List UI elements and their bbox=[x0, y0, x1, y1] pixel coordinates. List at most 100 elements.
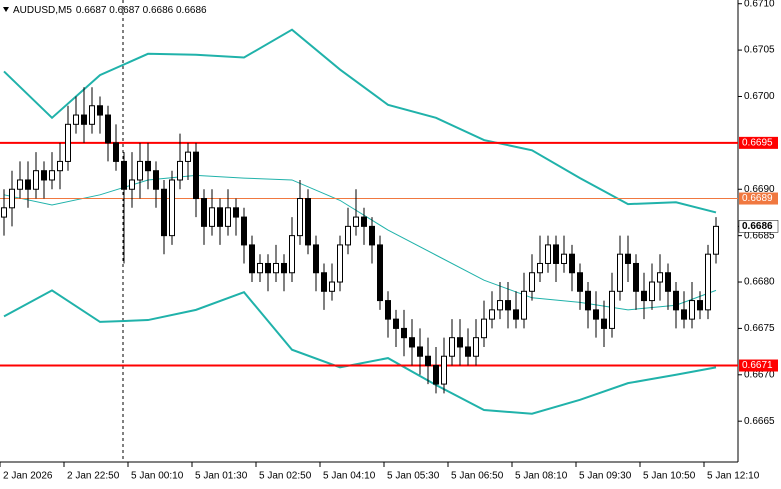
candle-body bbox=[97, 105, 103, 116]
candle-body bbox=[473, 337, 479, 357]
candle-body bbox=[505, 300, 511, 311]
y-tick-label: 0.6710 bbox=[744, 0, 775, 9]
candle-body bbox=[577, 272, 583, 292]
candle-body bbox=[281, 262, 287, 274]
candle-body bbox=[249, 244, 255, 274]
candle-body bbox=[137, 160, 143, 181]
candle-body bbox=[553, 244, 559, 264]
candle-body bbox=[9, 188, 15, 209]
candle-body bbox=[209, 207, 215, 227]
candle-body bbox=[609, 290, 615, 329]
y-tick-label: 0.6705 bbox=[744, 45, 775, 56]
candle-body bbox=[57, 160, 63, 172]
candle-body bbox=[537, 262, 543, 274]
candle-body bbox=[185, 151, 191, 162]
candle-body bbox=[289, 235, 295, 274]
candle-body bbox=[561, 253, 567, 264]
x-tick-label: 2 Jan 22:50 bbox=[67, 471, 120, 482]
x-tick-label: 5 Jan 02:50 bbox=[259, 471, 312, 482]
candle-body bbox=[689, 300, 695, 320]
candle-body bbox=[425, 355, 431, 367]
candle-body bbox=[665, 272, 671, 292]
candle-body bbox=[73, 114, 79, 125]
candle-body bbox=[89, 105, 95, 125]
candle-body bbox=[593, 309, 599, 320]
chart-header: AUDUSD,M5 0.6687 0.6687 0.6686 0.6686 bbox=[13, 5, 207, 16]
level-label: 0.6695 bbox=[742, 138, 773, 149]
candle-body bbox=[641, 290, 647, 302]
candle-body bbox=[345, 225, 351, 246]
candle-body bbox=[193, 151, 199, 200]
x-tick-label: 5 Jan 01:30 bbox=[195, 471, 248, 482]
y-tick-label: 0.6675 bbox=[744, 323, 775, 334]
candle-body bbox=[449, 337, 455, 357]
candle-body bbox=[377, 244, 383, 302]
candle-body bbox=[521, 290, 527, 320]
candle-body bbox=[465, 346, 471, 357]
x-tick-label: 5 Jan 08:10 bbox=[515, 471, 568, 482]
candle-body bbox=[41, 170, 47, 181]
candle-body bbox=[121, 160, 127, 190]
candle-body bbox=[305, 198, 311, 246]
candle-body bbox=[393, 318, 399, 329]
level-label-box bbox=[739, 192, 778, 205]
candle-body bbox=[409, 337, 415, 348]
candle-body bbox=[49, 170, 55, 181]
candle-body bbox=[337, 244, 343, 283]
candle-body bbox=[265, 262, 271, 274]
menu-arrow bbox=[3, 7, 9, 12]
candle-body bbox=[353, 216, 359, 227]
candle-body bbox=[169, 179, 175, 237]
candle-body bbox=[401, 327, 407, 339]
candle-body bbox=[617, 253, 623, 292]
candle-body bbox=[673, 290, 679, 311]
candle-body bbox=[113, 142, 119, 162]
candle-body bbox=[233, 207, 239, 218]
candle-body bbox=[497, 300, 503, 311]
candle-body bbox=[153, 170, 159, 190]
candle-body bbox=[633, 262, 639, 292]
candle-body bbox=[585, 290, 591, 311]
candle-body bbox=[433, 365, 439, 385]
candle-body bbox=[145, 160, 151, 172]
candle-body bbox=[17, 179, 23, 190]
candle-body bbox=[25, 179, 31, 190]
x-tick-label: 5 Jan 10:50 bbox=[643, 471, 696, 482]
x-tick-label: 5 Jan 00:10 bbox=[131, 471, 184, 482]
x-tick-label: 5 Jan 05:30 bbox=[387, 471, 440, 482]
candle-body bbox=[1, 207, 7, 218]
candle-body bbox=[241, 216, 247, 246]
candle-body bbox=[217, 207, 223, 227]
y-tick-label: 0.6665 bbox=[744, 416, 775, 427]
candle-body bbox=[713, 225, 719, 255]
y-tick-label: 0.6680 bbox=[744, 277, 775, 288]
candle-body bbox=[489, 309, 495, 320]
candle-body bbox=[33, 170, 39, 190]
level-label-box bbox=[739, 136, 778, 149]
level-label-box bbox=[739, 359, 778, 372]
candle-body bbox=[569, 253, 575, 274]
candle-body bbox=[201, 198, 207, 227]
candle-body bbox=[297, 198, 303, 237]
candle-body bbox=[321, 272, 327, 292]
candle-body bbox=[161, 188, 167, 237]
y-tick-label: 0.6685 bbox=[744, 230, 775, 241]
last-price-box bbox=[738, 220, 779, 233]
x-tick-label: 2 Jan 2026 bbox=[3, 471, 53, 482]
candle-body bbox=[129, 179, 135, 190]
candle-body bbox=[513, 309, 519, 320]
candle-body bbox=[177, 160, 183, 181]
bollinger-lower bbox=[3, 289, 717, 415]
x-tick-label: 5 Jan 09:30 bbox=[579, 471, 632, 482]
candle-body bbox=[313, 244, 319, 274]
candle-body bbox=[81, 114, 87, 125]
y-tick-label: 0.6700 bbox=[744, 91, 775, 102]
candle-body bbox=[625, 253, 631, 264]
last-price-label: 0.6686 bbox=[742, 221, 773, 232]
candle-body bbox=[225, 207, 231, 227]
bollinger-upper bbox=[3, 28, 717, 214]
candle-body bbox=[697, 300, 703, 311]
level-label: 0.6671 bbox=[742, 360, 773, 371]
y-tick-label: 0.6670 bbox=[744, 369, 775, 380]
